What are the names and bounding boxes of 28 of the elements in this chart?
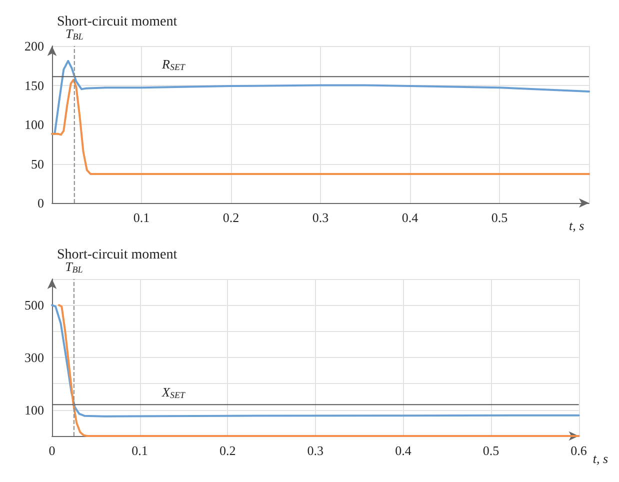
x-tick-label: 0 <box>48 443 56 458</box>
x-tick-label: 0.1 <box>133 210 150 225</box>
x-tick-label: 0.3 <box>307 443 324 458</box>
y-tick-label: 50 <box>31 156 44 172</box>
y-tick-label: 100 <box>24 117 44 132</box>
y-tick-label: 200 <box>24 38 44 54</box>
x-tick-label: 0.6 <box>570 443 588 458</box>
x-tick-label: 0.2 <box>222 210 240 225</box>
x-tick-label: 0.2 <box>219 443 236 458</box>
x-tick-label: 0.3 <box>312 210 329 225</box>
line-series <box>51 78 590 175</box>
x-tick-label: 0.4 <box>402 210 419 225</box>
y-tick-label: 0 <box>38 196 44 210</box>
x-tick-label: 0.5 <box>491 210 508 225</box>
x-tick-label: 0.1 <box>132 443 148 458</box>
line-series <box>58 304 580 437</box>
y-tick-label: 100 <box>24 402 44 418</box>
line-series <box>51 60 590 135</box>
y-tick-label: 300 <box>24 350 44 365</box>
x-axis-title: t, s <box>592 451 608 466</box>
line-series <box>51 304 580 418</box>
y-tick-label: 500 <box>24 298 44 313</box>
chart-title: Short-circuit moment <box>57 14 178 30</box>
x-axis-title: t, s <box>569 218 584 233</box>
x-tick-label: 0.5 <box>482 443 500 458</box>
x-tick-label: 0.4 <box>395 443 412 458</box>
y-tick-label: 150 <box>24 78 44 93</box>
chart-title: Short-circuit moment <box>57 248 178 262</box>
